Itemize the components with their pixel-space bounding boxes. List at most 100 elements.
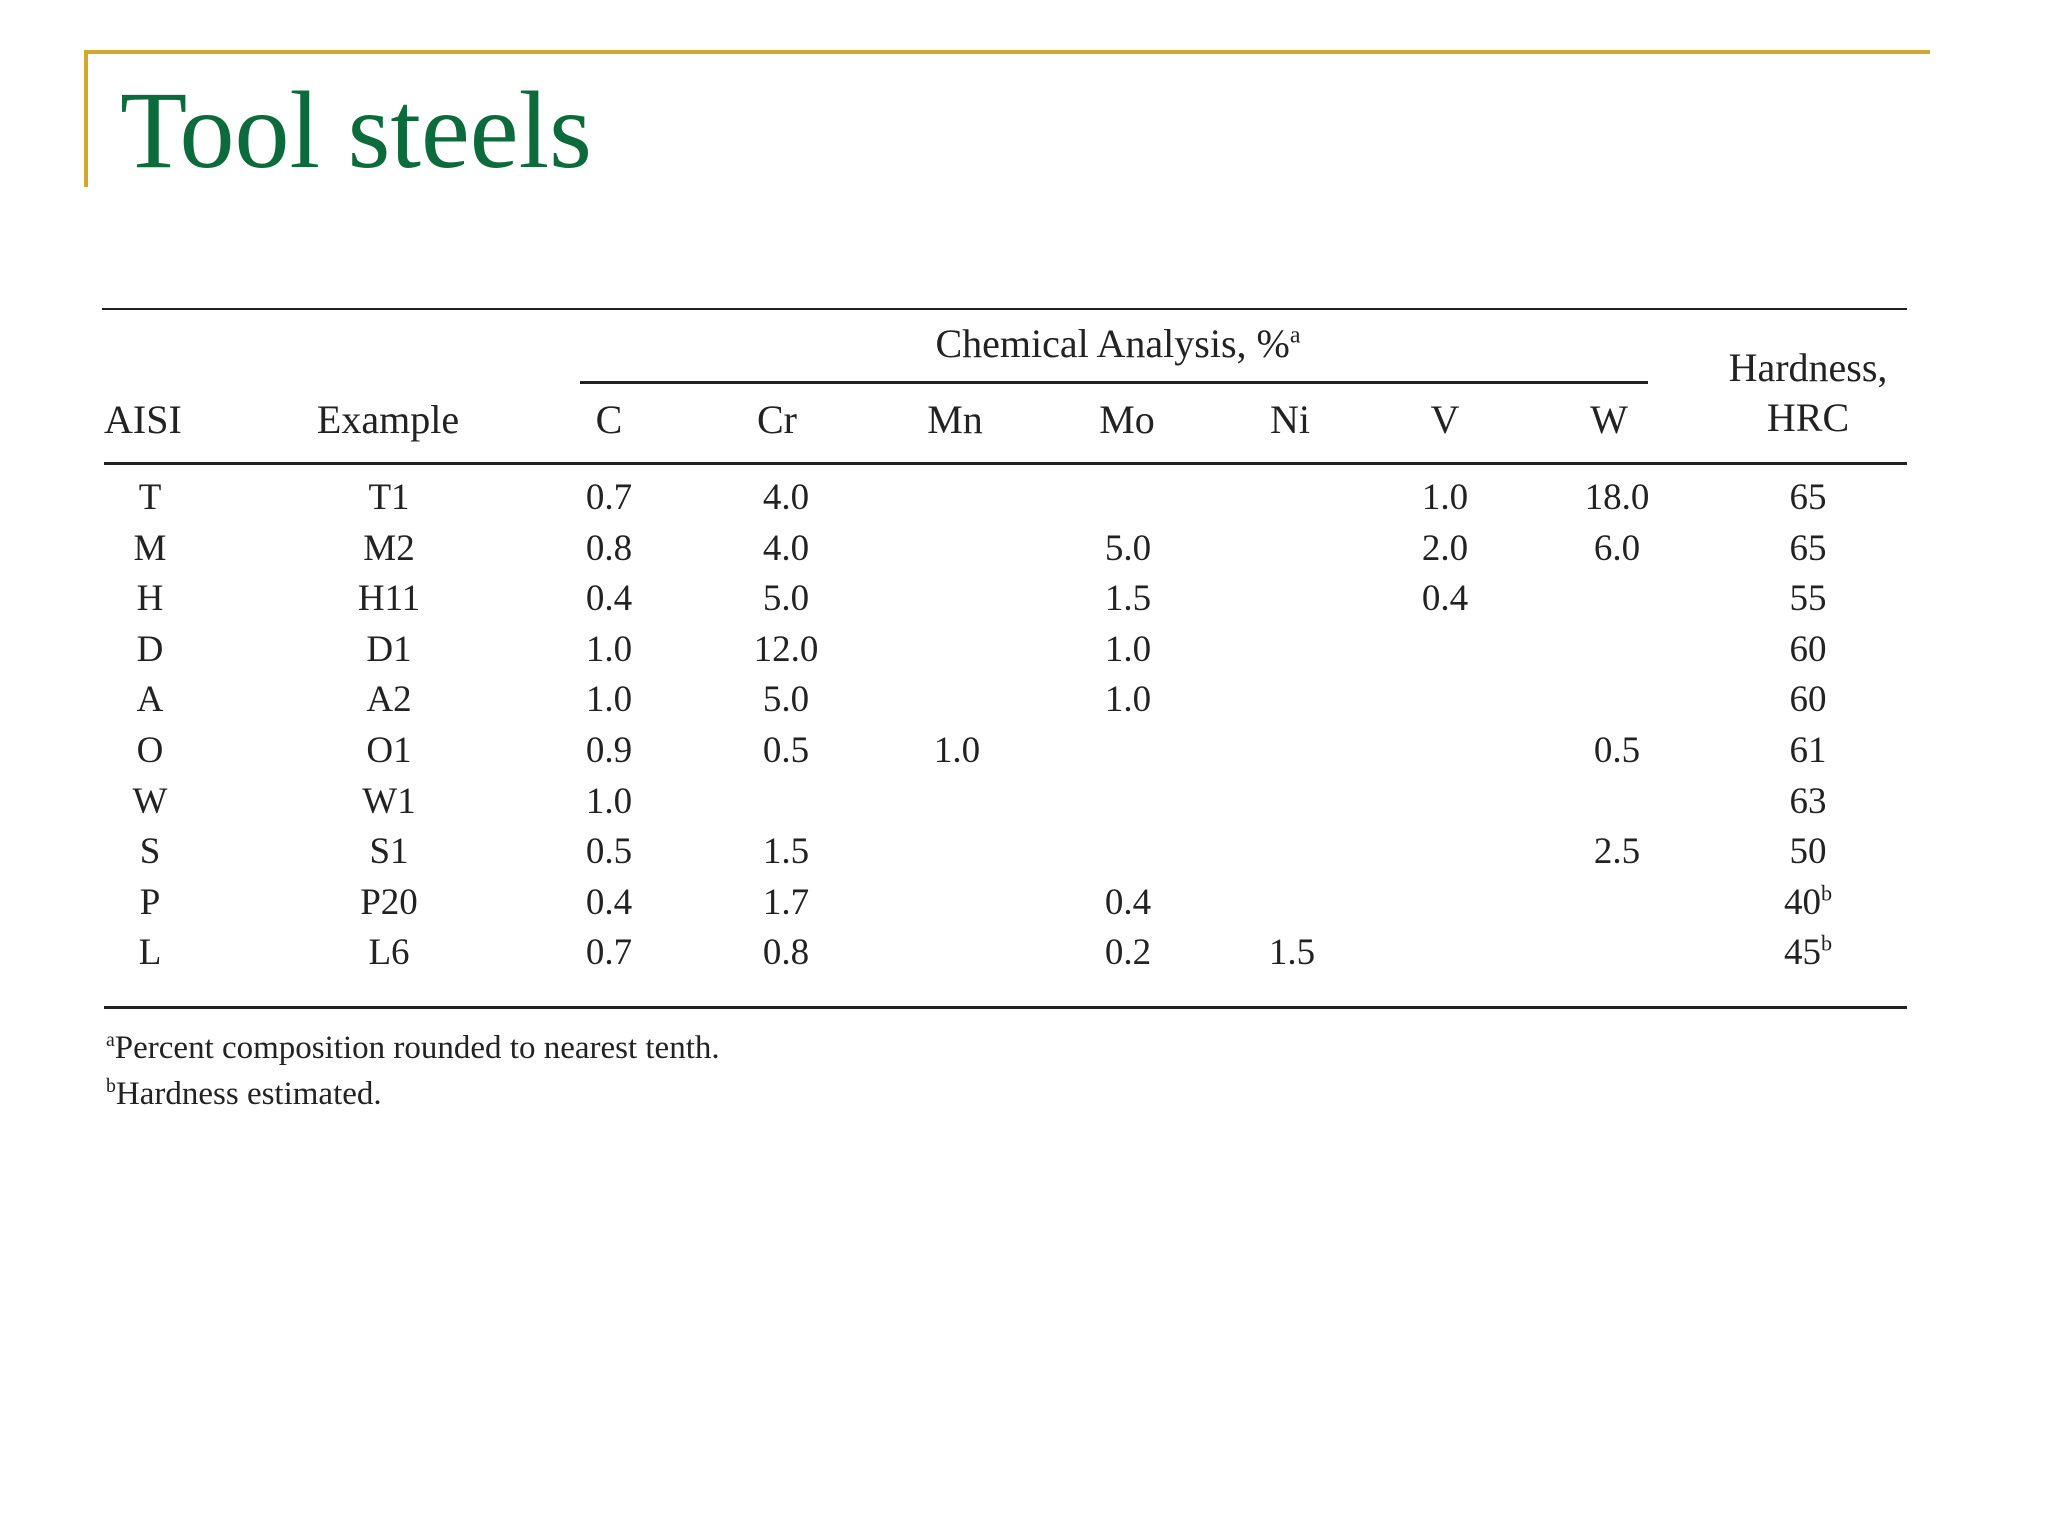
cell-hrc-value: 45: [1783, 932, 1821, 974]
cell-c: 0.4: [586, 881, 632, 925]
cell-mn: 1.0: [934, 729, 980, 773]
cell-cr-value: 4.0: [762, 477, 810, 518]
cell-cr: 12.0: [754, 628, 819, 672]
cell-v-value: 2.0: [1421, 527, 1469, 569]
cell-aisi: D: [137, 628, 164, 672]
cell-hrc-value: 63: [1789, 780, 1827, 822]
cell-hrc-value: 55: [1789, 578, 1827, 620]
cell-aisi-value: M: [133, 527, 167, 569]
cell-example: P20: [360, 881, 418, 925]
cell-cr-value: 0.8: [762, 932, 810, 974]
cell-w-value: 18.0: [1584, 477, 1650, 518]
header-mn: Mn: [927, 397, 983, 442]
cell-w-value: 0.5: [1593, 730, 1641, 771]
cell-cr: 1.5: [763, 830, 809, 874]
cell-cr-value: 1.7: [762, 881, 810, 923]
footnote-b-mark: b: [106, 1075, 116, 1098]
cell-c: 1.0: [586, 628, 632, 672]
cell-example-value: W1: [362, 780, 416, 822]
cell-c: 0.9: [586, 729, 632, 773]
cell-aisi: A: [137, 678, 164, 722]
cell-example: H11: [358, 577, 420, 621]
cell-aisi-value: W: [132, 780, 168, 822]
cell-mo-value: 0.4: [1104, 881, 1152, 923]
cell-example: O1: [366, 729, 411, 773]
cell-cr-value: 12.0: [753, 628, 819, 670]
cell-example-value: D1: [366, 628, 412, 670]
cell-aisi: M: [134, 527, 167, 571]
cell-example-value: T1: [368, 477, 410, 518]
cell-mo: 5.0: [1105, 527, 1151, 571]
cell-cr: 1.7: [763, 881, 809, 925]
cell-aisi: S: [140, 830, 161, 874]
cell-c-value: 0.7: [585, 477, 633, 518]
cell-c: 0.5: [586, 830, 632, 874]
cell-c-value: 0.4: [585, 578, 633, 620]
cell-hrc: 61: [1790, 729, 1827, 773]
cell-aisi-value: A: [136, 679, 164, 721]
cell-example-value: H11: [357, 578, 421, 620]
header-c: C: [595, 397, 623, 442]
cell-ni: 1.5: [1269, 931, 1315, 975]
footnote-b: bHardness estimated.: [106, 1072, 382, 1116]
cell-v-value: 0.4: [1421, 578, 1469, 620]
cell-example: L6: [368, 931, 409, 975]
cell-example-value: M2: [363, 527, 415, 569]
cell-aisi-value: S: [139, 831, 161, 873]
cell-hrc-value: 65: [1789, 477, 1827, 518]
cell-c-value: 0.7: [585, 932, 633, 974]
cell-example: T1: [368, 476, 409, 520]
header-bottom-rule: [104, 462, 1907, 465]
cell-hrc: 65: [1790, 527, 1827, 571]
cell-ni-value: 1.5: [1268, 932, 1316, 974]
cell-hrc: 63: [1790, 780, 1827, 824]
cell-c: 0.4: [586, 577, 632, 621]
cell-cr-value: 4.0: [762, 527, 810, 569]
table-bottom-rule: [104, 1006, 1907, 1009]
header-hardness-line1: Hardness,: [1728, 345, 1888, 390]
cell-mo-value: 1.5: [1104, 578, 1152, 620]
cell-aisi-value: L: [138, 932, 162, 974]
group-header-label: Chemical Analysis, %: [935, 321, 1290, 366]
cell-c-value: 0.8: [585, 527, 633, 569]
header-cr: Cr: [757, 397, 797, 442]
cell-example: M2: [363, 527, 414, 571]
cell-example-value: P20: [360, 881, 418, 923]
cell-c: 0.7: [586, 931, 632, 975]
cell-hrc-value: 61: [1789, 730, 1827, 771]
cell-aisi-value: P: [139, 881, 161, 923]
cell-mo: 1.5: [1105, 577, 1151, 621]
cell-aisi-value: O: [136, 730, 164, 771]
cell-example-value: S1: [369, 831, 409, 873]
cell-mn-value: 1.0: [933, 730, 981, 771]
cell-mo-value: 5.0: [1104, 527, 1152, 569]
cell-cr-value: 5.0: [762, 578, 810, 620]
cell-aisi: L: [139, 931, 162, 975]
cell-w-value: 6.0: [1593, 527, 1641, 569]
header-w: W: [1590, 397, 1628, 442]
cell-cr: 4.0: [763, 527, 809, 571]
cell-v: 2.0: [1422, 527, 1468, 571]
hardness-footnote-mark: b: [1820, 880, 1833, 906]
cell-aisi-value: T: [138, 477, 162, 518]
cell-hrc-value: 50: [1789, 831, 1827, 873]
cell-aisi: O: [137, 729, 164, 773]
cell-hrc: 40b: [1784, 881, 1832, 925]
cell-aisi: W: [133, 780, 168, 824]
cell-hrc: 50: [1790, 830, 1827, 874]
cell-mo-value: 1.0: [1104, 679, 1152, 721]
cell-aisi: P: [140, 881, 161, 925]
cell-cr-value: 1.5: [762, 831, 810, 873]
cell-hrc: 60: [1790, 628, 1827, 672]
footnote-a-text: Percent composition rounded to nearest t…: [114, 1030, 720, 1066]
cell-w-value: 2.5: [1593, 831, 1641, 873]
cell-hrc-value: 60: [1789, 679, 1827, 721]
slide-title: Tool steels: [120, 69, 592, 191]
cell-example: W1: [362, 780, 415, 824]
cell-hrc-value: 60: [1789, 628, 1827, 670]
header-aisi: AISI: [104, 397, 182, 442]
cell-c: 1.0: [586, 678, 632, 722]
cell-hrc: 45b: [1784, 931, 1832, 975]
cell-aisi-value: D: [136, 628, 164, 670]
cell-v: 0.4: [1422, 577, 1468, 621]
